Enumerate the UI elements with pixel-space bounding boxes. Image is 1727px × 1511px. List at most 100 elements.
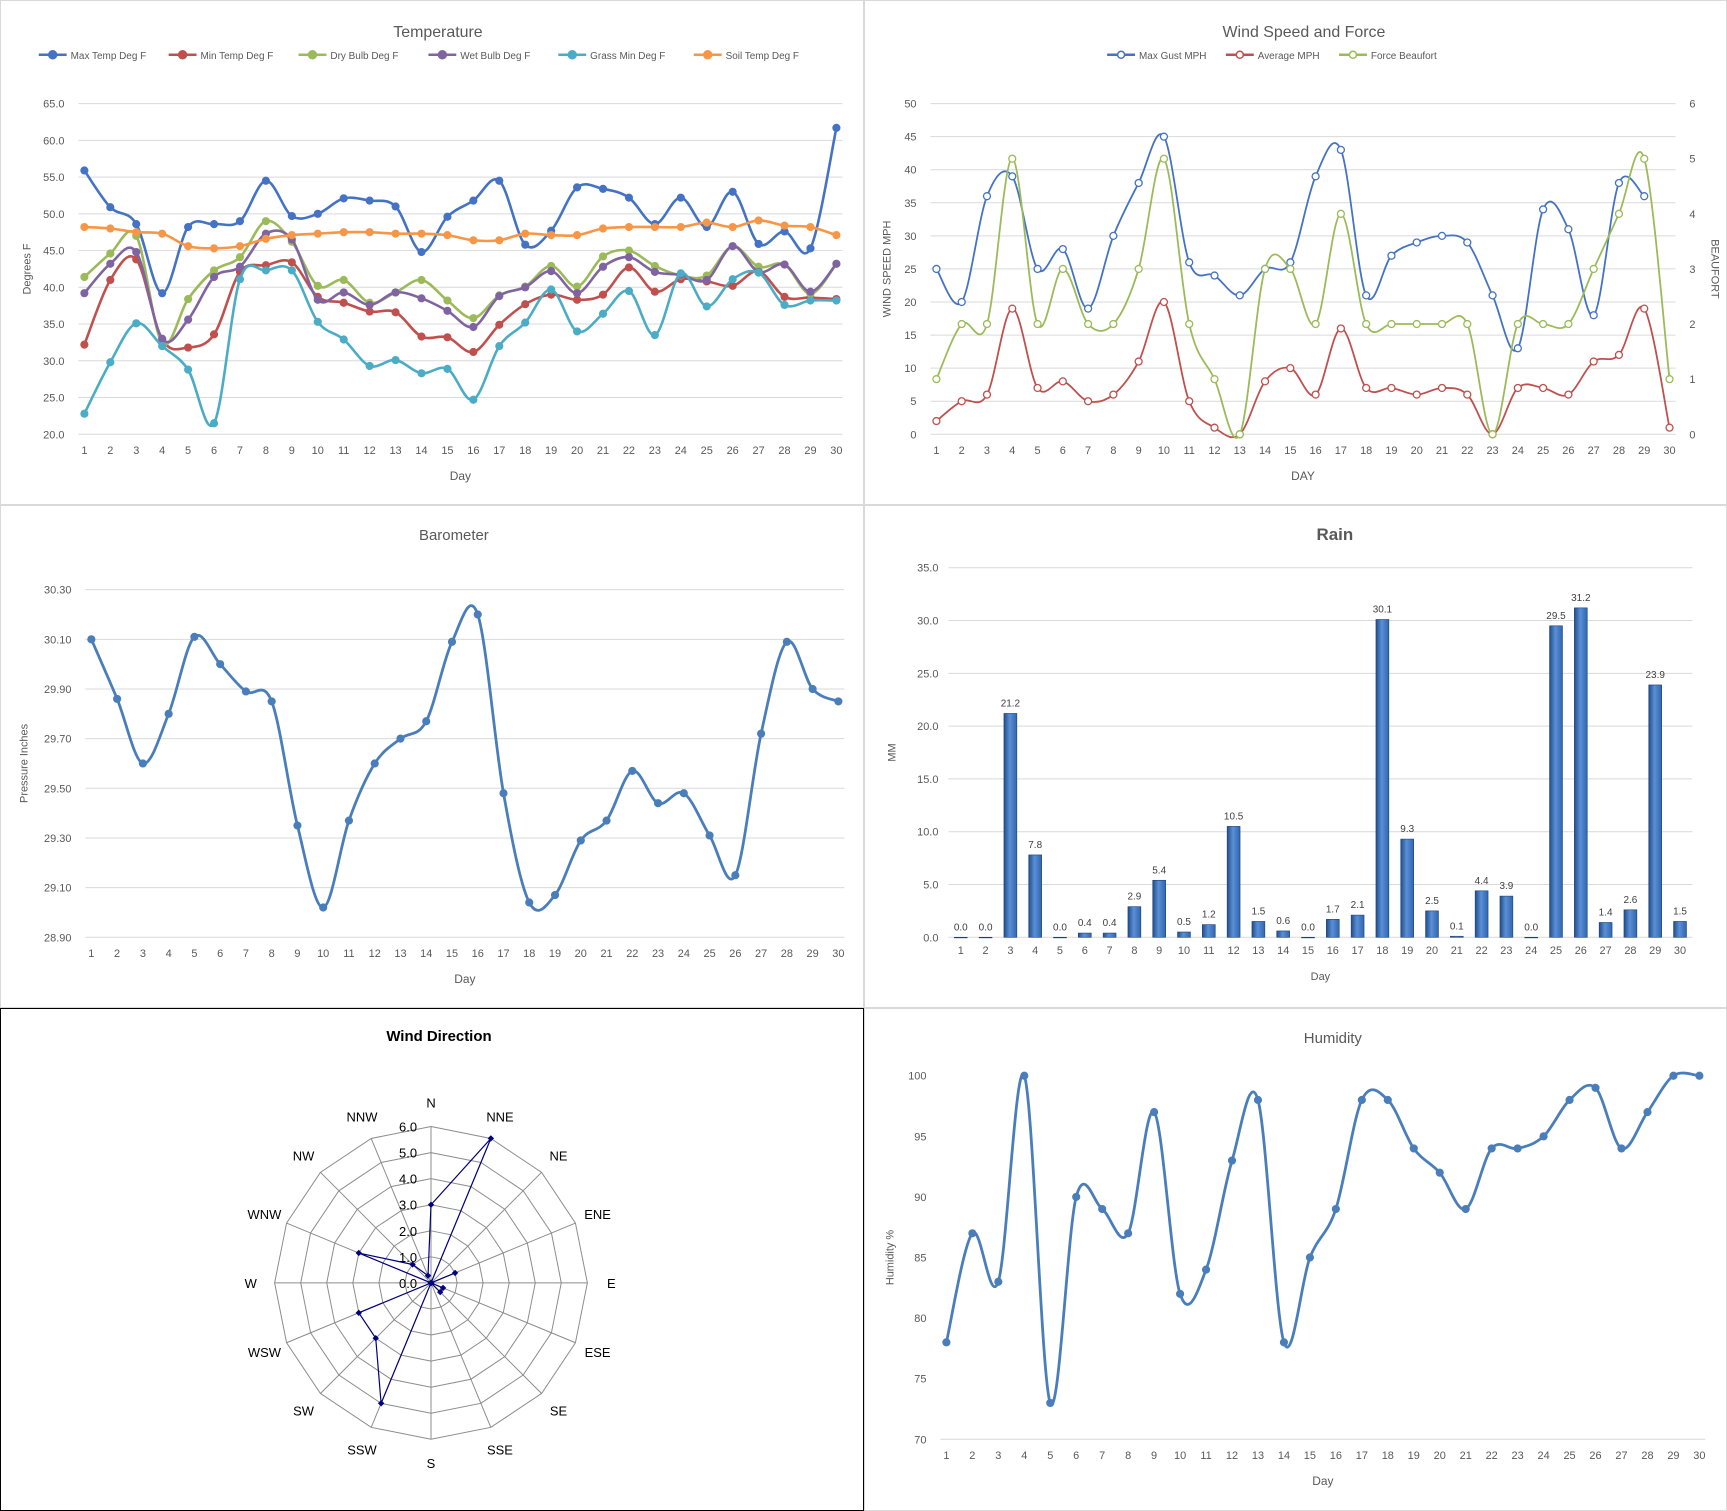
- radial-tick-label: 5.0: [399, 1146, 417, 1161]
- data-point: [576, 836, 585, 845]
- data-point: [355, 1249, 362, 1257]
- y-tick-label: 0: [910, 429, 916, 441]
- data-point: [443, 231, 452, 240]
- data-point: [1695, 1071, 1704, 1080]
- x-tick-label: 17: [497, 948, 509, 960]
- data-label: 4.4: [1475, 876, 1489, 887]
- x-tick-label: 20: [571, 445, 583, 457]
- data-point: [391, 229, 400, 238]
- bar: [1474, 890, 1489, 938]
- data-point: [1279, 1338, 1289, 1347]
- data-point: [728, 187, 737, 196]
- bar: [1177, 931, 1191, 938]
- series-line: [945, 1071, 1700, 1406]
- data-label: 21.2: [1001, 698, 1021, 709]
- x-tick-label: 28: [1624, 945, 1636, 957]
- y2-tick-label: 5: [1689, 154, 1695, 166]
- data-point: [754, 216, 763, 225]
- data-point: [806, 296, 815, 305]
- direction-label: WSW: [248, 1345, 282, 1360]
- series-line: [90, 604, 839, 912]
- y-tick-label: 45: [904, 132, 916, 144]
- x-tick-label: 10: [317, 948, 329, 960]
- wind-chart: Wind Speed and Force 0 5 10 15 20 25 30 35 40 45 50…: [864, 0, 1727, 505]
- bar: [1623, 909, 1638, 938]
- data-point: [1640, 154, 1649, 163]
- data-point: [1362, 291, 1371, 300]
- series-line: [935, 133, 1645, 352]
- bar: [1648, 684, 1662, 938]
- x-tick-label: 1: [81, 445, 87, 457]
- data-point: [437, 1288, 444, 1296]
- x-tick-label: 18: [523, 948, 535, 960]
- radar-spoke: [430, 1171, 542, 1284]
- bar: [1400, 838, 1414, 938]
- x-tick-label: 12: [1228, 945, 1240, 957]
- data-point: [473, 610, 482, 619]
- data-point: [1488, 291, 1497, 300]
- y-tick-label: 50: [904, 99, 916, 111]
- radial-tick-label: 0.0: [399, 1276, 417, 1291]
- barometer-chart: Barometer 28.90 29.10 29.30 29.50 29.70 29.90 3…: [0, 505, 864, 1008]
- y-tick-label: 25: [904, 264, 916, 276]
- data-point: [1640, 304, 1649, 313]
- legend-item: Dry Bulb Deg F: [298, 50, 398, 62]
- data-point: [521, 283, 530, 292]
- data-point: [572, 282, 582, 291]
- x-tick-label: 16: [1310, 445, 1322, 457]
- data-point: [417, 294, 426, 303]
- data-point: [365, 361, 374, 371]
- x-tick-label: 23: [1512, 1450, 1524, 1462]
- data-point: [1311, 172, 1320, 181]
- data-point: [439, 1284, 447, 1292]
- x-tick-label: 4: [1009, 445, 1015, 457]
- y-tick-label: 80: [914, 1313, 926, 1325]
- data-point: [1513, 383, 1522, 393]
- data-point: [365, 228, 374, 237]
- legend-item: Grass Min Deg F: [558, 50, 665, 62]
- x-tick-label: 22: [626, 948, 638, 960]
- y-tick-label: 50.0: [43, 209, 64, 221]
- x-tick-label: 4: [166, 948, 172, 960]
- x-tick-label: 24: [1512, 445, 1524, 457]
- data-point: [1305, 1253, 1314, 1262]
- data-point: [1227, 1156, 1237, 1165]
- data-point: [261, 266, 270, 275]
- x-axis-label: Day: [454, 972, 475, 986]
- data-point: [705, 831, 714, 840]
- data-point: [158, 229, 167, 238]
- x-tick-label: 2: [983, 945, 989, 957]
- data-point: [1210, 271, 1219, 280]
- x-tick-label: 18: [1360, 445, 1372, 457]
- data-point: [598, 309, 608, 318]
- bar: [1499, 895, 1514, 938]
- data-point: [339, 335, 348, 344]
- data-label: 2.1: [1351, 900, 1365, 911]
- data-point: [287, 231, 296, 240]
- data-point: [806, 287, 815, 296]
- data-point: [728, 281, 737, 290]
- data-point: [106, 224, 115, 233]
- data-point: [1033, 383, 1042, 393]
- data-point: [495, 292, 504, 301]
- data-point: [1589, 357, 1598, 366]
- data-point: [469, 196, 478, 205]
- y-tick-label: 45.0: [43, 246, 64, 258]
- x-tick-label: 18: [519, 445, 531, 457]
- rain-chart: Rain 0.0 5.0 10.0 15.0 20.0 25.0 30.0 35.0 0.0 1 0.…: [864, 505, 1727, 1008]
- data-point: [1311, 319, 1320, 329]
- data-label: 2.6: [1623, 895, 1637, 906]
- data-point: [184, 294, 193, 304]
- radar-ring: [274, 1126, 588, 1440]
- wind-chart-svg: Wind Speed and Force05101520253035404550…: [882, 24, 1721, 483]
- data-point: [572, 289, 582, 298]
- data-point: [451, 1269, 459, 1277]
- direction-label: NE: [549, 1148, 567, 1163]
- data-point: [132, 220, 141, 229]
- data-point: [521, 240, 530, 249]
- data-point: [598, 224, 608, 233]
- data-label: 0.1: [1450, 921, 1464, 932]
- x-tick-label: 2: [107, 445, 113, 457]
- data-point: [377, 1400, 385, 1407]
- direction-label: W: [245, 1276, 258, 1291]
